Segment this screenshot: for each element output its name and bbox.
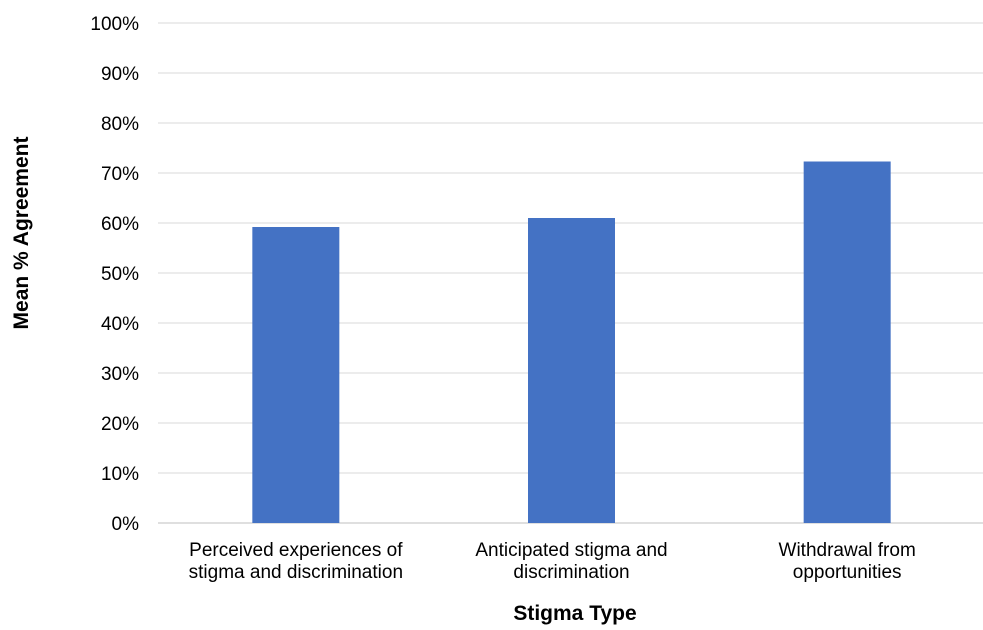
x-axis-title: Stigma Type <box>513 602 636 625</box>
y-tick-label: 70% <box>101 164 139 185</box>
x-category-labels: Perceived experiences of stigma and discr… <box>189 540 916 583</box>
bar <box>528 218 615 523</box>
y-tick-label: 30% <box>101 364 139 385</box>
y-tick-label: 20% <box>101 414 139 435</box>
y-tick-label: 40% <box>101 314 139 335</box>
y-tick-label: 10% <box>101 464 139 485</box>
y-tick-label: 60% <box>101 214 139 235</box>
x-category-label: Perceived experiences of stigma and discr… <box>189 540 404 583</box>
y-tick-label: 0% <box>112 514 140 535</box>
y-tick-label: 80% <box>101 114 139 135</box>
x-category-label: Withdrawal from opportunities <box>779 540 916 583</box>
bar <box>803 161 891 523</box>
y-tick-label: 100% <box>90 14 139 35</box>
x-category-label: Anticipated stigma and discrimination <box>475 540 667 583</box>
y-axis-title: Mean % Agreement <box>10 137 33 330</box>
bar <box>252 227 340 523</box>
y-tick-label: 50% <box>101 264 139 285</box>
y-tick-labels: 0% 10% 20% 30% 40% 50% 60% 70% 80% 90% 100% <box>90 14 139 535</box>
bars <box>252 161 891 523</box>
y-tick-label: 90% <box>101 64 139 85</box>
